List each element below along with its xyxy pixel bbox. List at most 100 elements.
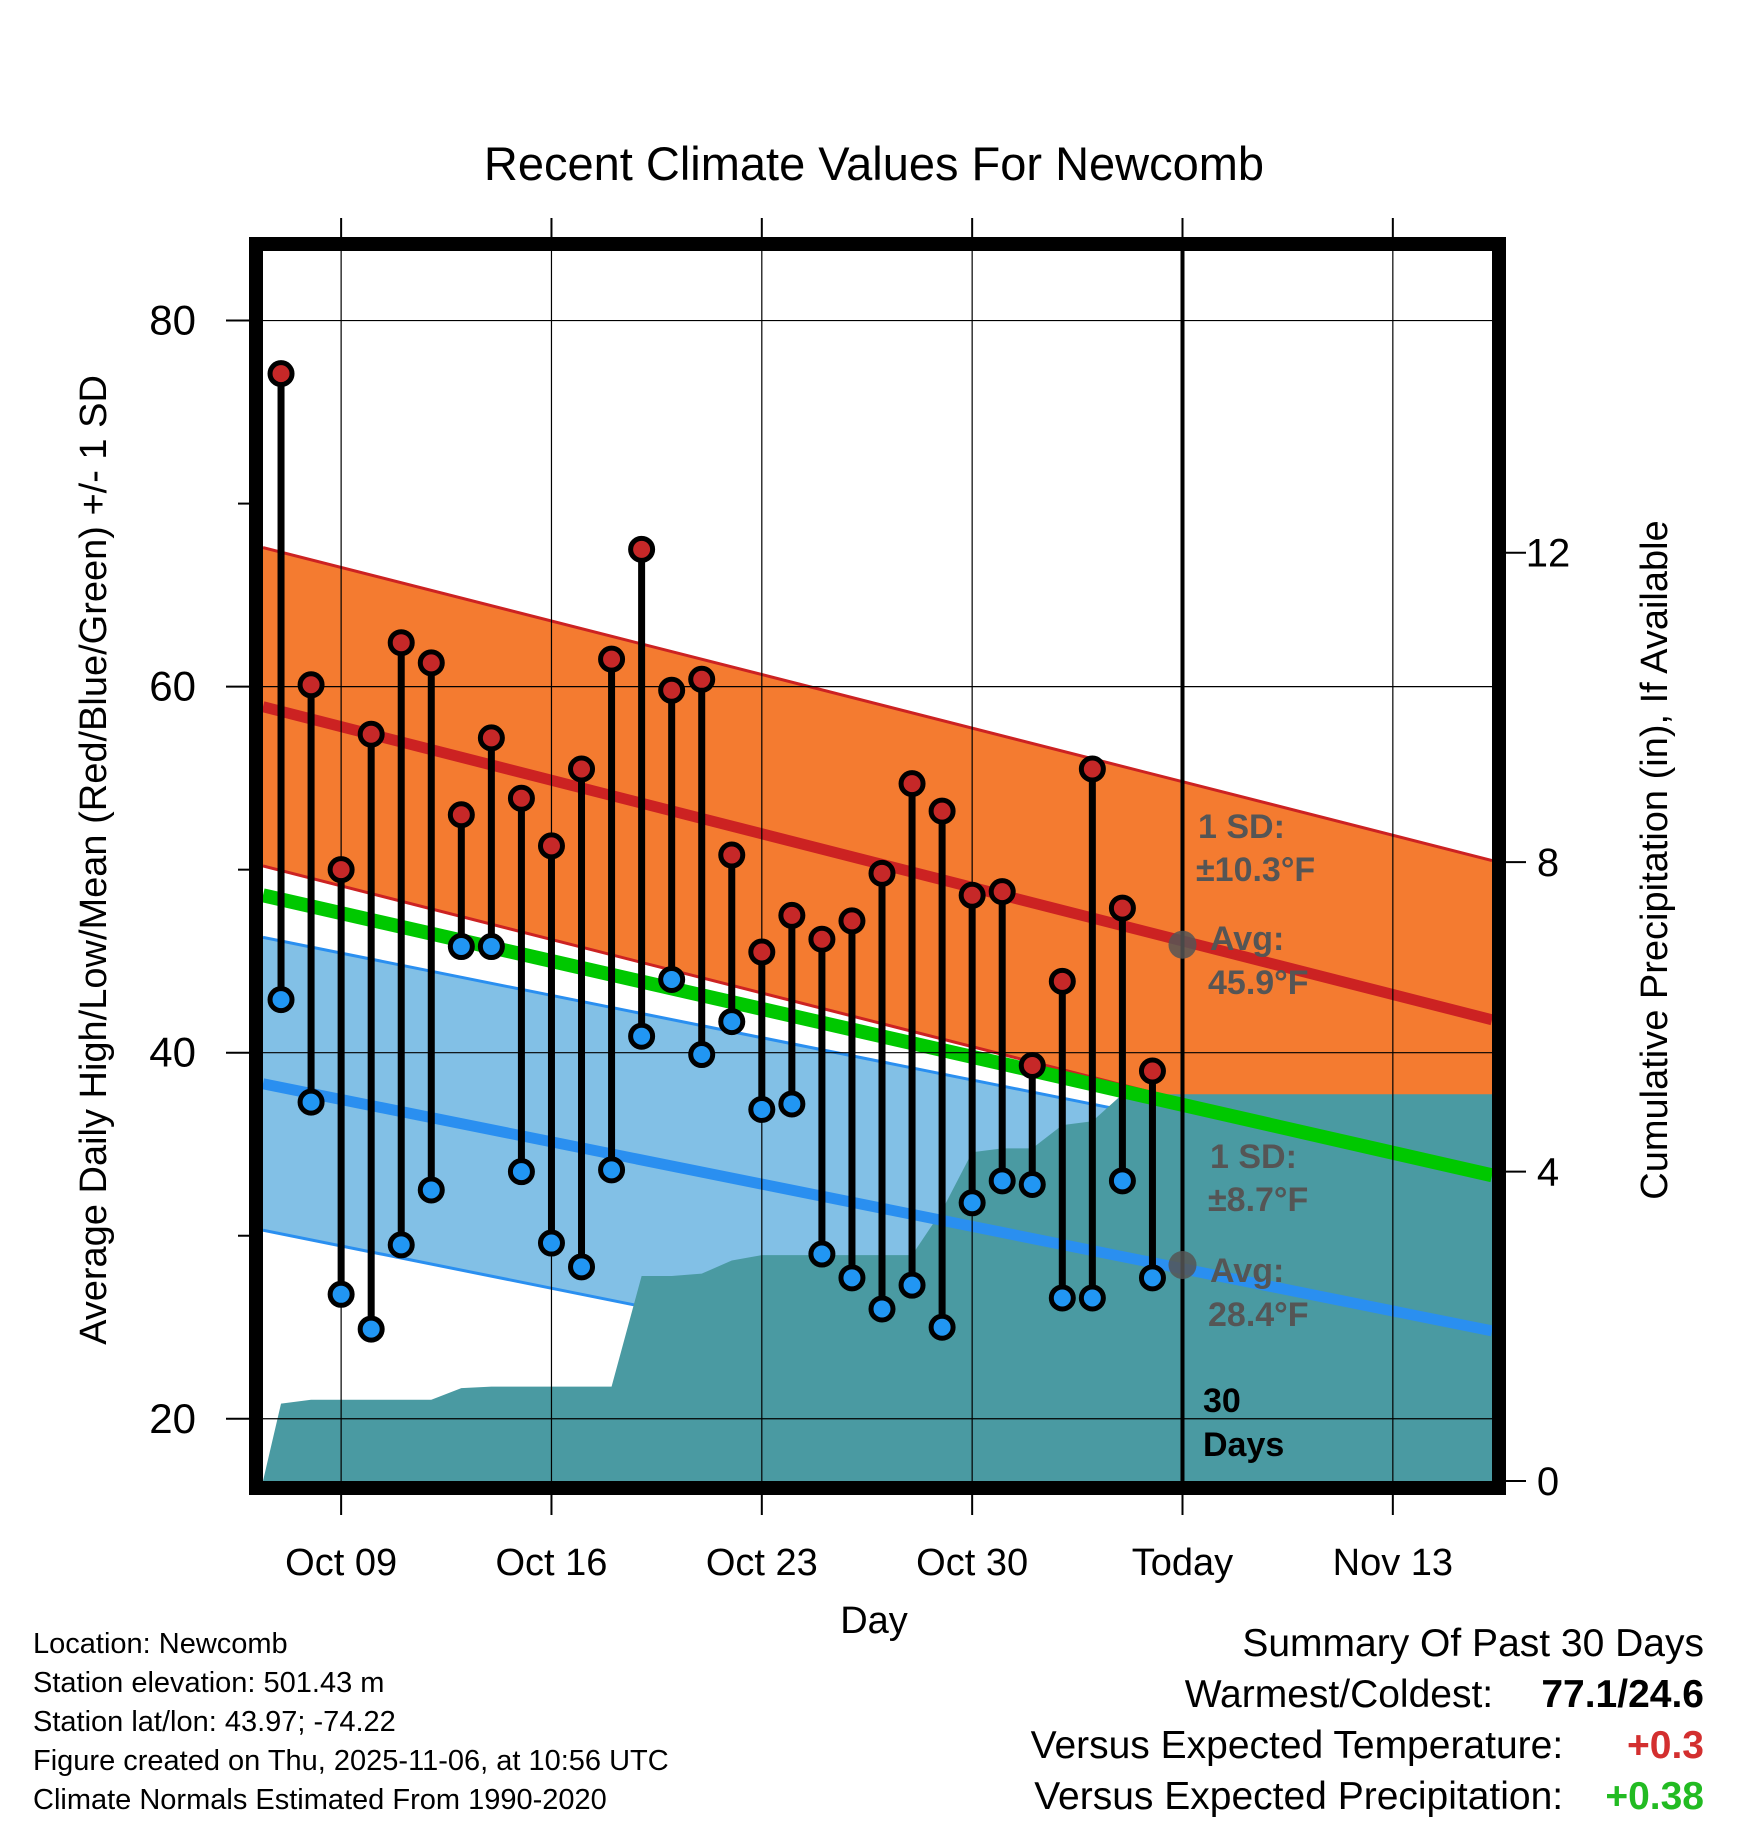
low-temp-marker — [297, 1088, 325, 1116]
days-count-label: 30 — [1203, 1382, 1241, 1420]
low-temp-marker — [327, 1280, 355, 1308]
x-tick-label: Oct 16 — [495, 1542, 607, 1584]
summary-panel: Summary Of Past 30 Days Warmest/Coldest:… — [1031, 1618, 1704, 1822]
low-temp-marker — [898, 1271, 926, 1299]
low-temp-marker — [988, 1167, 1016, 1195]
high-temp-marker — [838, 907, 866, 935]
low-temp-marker — [748, 1095, 776, 1123]
low-temp-marker — [658, 965, 686, 993]
y-tick-label: 60 — [149, 663, 196, 710]
low-temp-marker — [928, 1313, 956, 1341]
low-temp-marker — [357, 1315, 385, 1343]
summary-heading: Summary Of Past 30 Days — [1242, 1622, 1704, 1665]
temp-label: Versus Expected Temperature: — [1030, 1724, 1564, 1767]
low-temp-marker — [387, 1231, 415, 1259]
high-temp-marker — [658, 676, 686, 704]
high-temp-marker — [297, 671, 325, 699]
high-temp-marker — [898, 770, 926, 798]
y-tick-label: 40 — [149, 1029, 196, 1076]
high-temp-marker — [808, 925, 836, 953]
high-temp-marker — [1108, 894, 1136, 922]
today-low-avg-marker — [1168, 1251, 1197, 1280]
plot-frame — [249, 237, 1506, 1495]
precip-label: Versus Expected Precipitation: — [1034, 1775, 1564, 1818]
high-avg-label: Avg: — [1210, 920, 1284, 958]
high-upper-bound-line — [263, 546, 1492, 862]
low-temp-marker — [958, 1189, 986, 1217]
high-temp-marker — [387, 629, 415, 657]
y2-tick-label: 8 — [1537, 841, 1559, 885]
high-temp-marker — [928, 797, 956, 825]
high-temp-marker — [537, 832, 565, 860]
low-avg-value: 28.4°F — [1208, 1296, 1309, 1334]
low-temp-marker — [868, 1295, 896, 1323]
high-avg-value: 45.9°F — [1208, 964, 1309, 1002]
low-temp-marker — [778, 1090, 806, 1118]
high-temp-marker — [598, 645, 626, 673]
location-text: Location: Newcomb — [33, 1628, 288, 1660]
low-normal-line — [263, 1078, 1492, 1337]
temp-row: Versus Expected Temperature: +0.3 — [1031, 1720, 1704, 1771]
y-axis-label: Average Daily High/Low/Mean (Red/Blue/Gr… — [73, 375, 115, 1345]
high-sd-value: ±10.3°F — [1196, 851, 1315, 889]
low-avg-label: Avg: — [1210, 1252, 1284, 1290]
created-text: Figure created on Thu, 2025-11-06, at 10… — [33, 1745, 669, 1777]
today-high-avg-marker — [1168, 930, 1197, 959]
x-tick-label: Oct 23 — [706, 1542, 818, 1584]
warm-cold-value: 77.1/24.6 — [1541, 1673, 1704, 1716]
y2-tick-label: 0 — [1537, 1460, 1559, 1504]
chart-title: Recent Climate Values For Newcomb — [484, 137, 1264, 190]
low-temp-marker — [417, 1176, 445, 1204]
low-temp-marker — [628, 1022, 656, 1050]
high-sd-label: 1 SD: — [1198, 808, 1285, 846]
high-temp-marker — [327, 856, 355, 884]
normals-text: Climate Normals Estimated From 1990-2020 — [33, 1784, 607, 1816]
y-tick-label: 20 — [149, 1395, 196, 1442]
low-temp-marker — [838, 1264, 866, 1292]
high-temp-marker — [568, 755, 596, 783]
x-tick-label: Nov 13 — [1333, 1542, 1453, 1584]
y2-axis-label: Cumulative Precipitation (in), If Availa… — [1634, 520, 1676, 1199]
high-temp-marker — [357, 720, 385, 748]
low-temp-marker — [1108, 1167, 1136, 1195]
high-temp-marker — [1018, 1052, 1046, 1080]
latlon-text: Station lat/lon: 43.97; -74.22 — [33, 1706, 396, 1738]
high-temp-marker — [718, 841, 746, 869]
high-temp-marker — [958, 881, 986, 909]
warm-cold-row: Warmest/Coldest: 77.1/24.6 — [1031, 1669, 1704, 1720]
low-temp-marker — [507, 1158, 535, 1186]
high-temp-marker — [1048, 967, 1076, 995]
high-temp-marker — [417, 649, 445, 677]
low-temp-marker — [688, 1041, 716, 1069]
low-temp-marker — [1078, 1284, 1106, 1312]
high-temp-marker — [267, 360, 295, 388]
low-temp-marker — [267, 986, 295, 1014]
days-unit-label: Days — [1203, 1426, 1284, 1464]
x-tick-label: Oct 30 — [916, 1542, 1028, 1584]
station-info: Location: Newcomb Station elevation: 501… — [33, 1625, 669, 1820]
high-temp-marker — [868, 859, 896, 887]
x-tick-label: Today — [1132, 1542, 1233, 1584]
y2-tick-label: 12 — [1526, 532, 1571, 576]
high-temp-marker — [477, 724, 505, 752]
low-sd-label: 1 SD: — [1210, 1138, 1297, 1176]
low-temp-marker — [1138, 1264, 1166, 1292]
high-temp-marker — [1078, 755, 1106, 783]
low-temp-marker — [1048, 1284, 1076, 1312]
precipitation-area — [263, 1094, 1492, 1481]
high-temp-marker — [688, 665, 716, 693]
low-temp-marker — [808, 1240, 836, 1268]
low-temp-marker — [537, 1229, 565, 1257]
high-temp-marker — [628, 535, 656, 563]
y-tick-label: 80 — [149, 297, 196, 344]
x-tick-label: Oct 09 — [285, 1542, 397, 1584]
high-temp-marker — [507, 784, 535, 812]
low-temp-marker — [568, 1253, 596, 1281]
high-temp-marker — [1138, 1057, 1166, 1085]
low-temp-marker — [1018, 1170, 1046, 1198]
low-sd-value: ±8.7°F — [1208, 1181, 1308, 1219]
x-axis-label: Day — [840, 1600, 908, 1642]
warm-cold-label: Warmest/Coldest: — [1184, 1673, 1494, 1716]
precip-value: +0.38 — [1605, 1775, 1704, 1818]
